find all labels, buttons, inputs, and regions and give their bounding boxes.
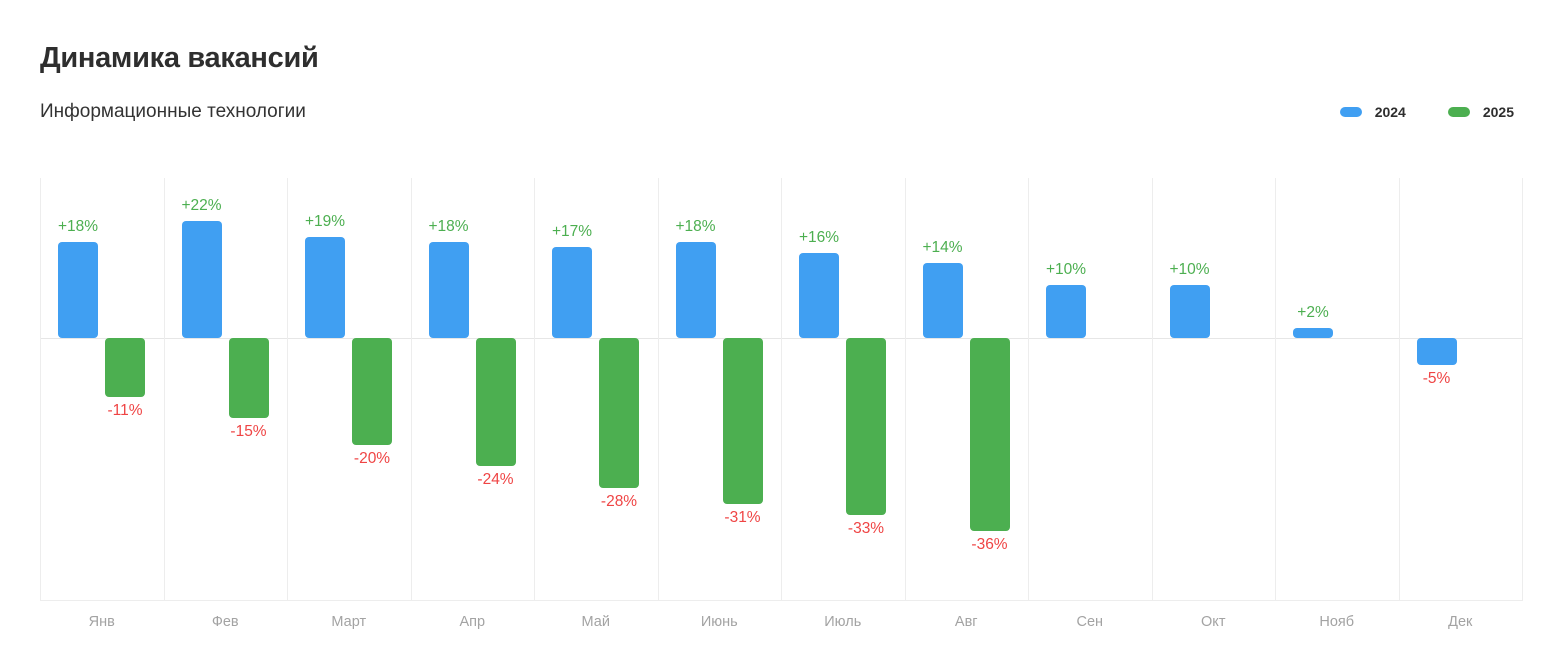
legend-swatch-2025: [1447, 107, 1470, 117]
bar-2025: [352, 338, 392, 446]
bar-2024: [799, 252, 839, 339]
bar-2025: [722, 338, 763, 504]
month-column: +17% -28%: [534, 178, 658, 600]
x-axis-label: Март: [331, 614, 367, 630]
bar-2024: [181, 220, 222, 339]
plot-area: +18% -11% +22% -15% +19% -20% +18% -24% +17% -28%…: [40, 178, 1523, 601]
bar-2024: [58, 242, 98, 339]
month-column: +18% -11%: [40, 178, 164, 600]
legend-item-2025[interactable]: 2025: [1447, 104, 1514, 120]
bar-2025: [846, 338, 886, 515]
x-axis-label: Янв: [88, 614, 115, 630]
x-axis-label: Апр: [459, 614, 486, 630]
bar-2024: [1416, 338, 1457, 365]
x-axis-label: Дек: [1448, 614, 1473, 630]
bar-2024: [922, 263, 963, 339]
x-axis-label: Июнь: [700, 614, 738, 630]
month-column: +10%: [1028, 178, 1152, 600]
legend-label-2025: 2025: [1482, 104, 1514, 120]
month-column: -5%: [1398, 178, 1523, 600]
x-axis-label: Сен: [1076, 614, 1104, 630]
x-axis-label: Авг: [954, 614, 978, 630]
x-axis-label: Окт: [1201, 614, 1226, 630]
legend: 2024 2025: [1339, 104, 1514, 120]
bar-2025: [228, 338, 269, 419]
x-axis-label: Фев: [211, 614, 239, 630]
legend-item-2024[interactable]: 2024: [1339, 104, 1406, 120]
month-column: +19% -20%: [287, 178, 411, 600]
legend-label-2024: 2024: [1374, 104, 1406, 120]
bar-2024: [552, 247, 592, 339]
bar-2024: [1046, 284, 1086, 339]
x-axis-label: Июль: [824, 614, 862, 630]
month-column: +2%: [1275, 178, 1399, 600]
bar-2025: [969, 338, 1010, 531]
month-column: +14% -36%: [904, 178, 1029, 600]
bar-2025: [105, 338, 145, 397]
bar-2025: [599, 338, 639, 488]
month-column: +16% -33%: [781, 178, 905, 600]
page-subtitle: Информационные технологии: [40, 101, 306, 122]
month-column: +10%: [1151, 178, 1276, 600]
bar-2024: [305, 236, 345, 339]
month-column: +22% -15%: [163, 178, 288, 600]
bar-2024: [1169, 284, 1210, 339]
legend-swatch-2024: [1339, 107, 1362, 117]
page-title: Динамика вакансий: [40, 42, 319, 74]
bar-2024: [428, 242, 469, 339]
bar-2025: [475, 338, 516, 467]
bar-2024: [1293, 327, 1333, 339]
month-column: +18% -24%: [410, 178, 535, 600]
x-axis: Янв Фев Март Апр Май Июнь Июль Авг Сен Окт Нояб Дек: [40, 601, 1522, 646]
month-column: +18% -31%: [657, 178, 782, 600]
x-axis-label: Май: [581, 614, 610, 630]
x-axis-label: Нояб: [1319, 614, 1355, 630]
bar-2024: [675, 242, 716, 339]
